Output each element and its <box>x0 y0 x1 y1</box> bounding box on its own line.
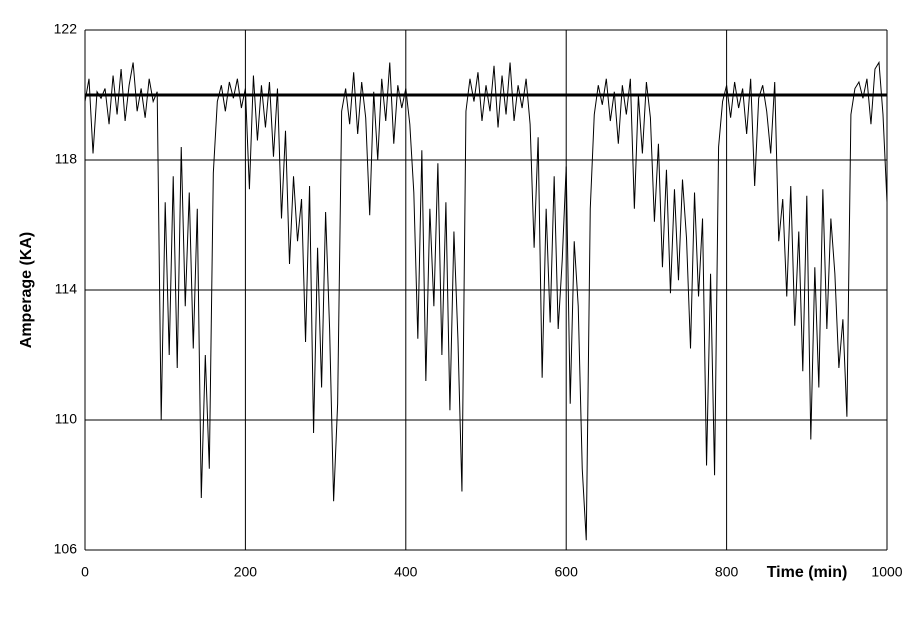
y-tick-label: 106 <box>54 541 78 557</box>
x-tick-label: 1000 <box>871 564 902 580</box>
x-axis-title: Time (min) <box>767 564 848 581</box>
x-tick-label: 200 <box>234 564 258 580</box>
y-tick-label: 122 <box>54 21 78 37</box>
y-tick-label: 110 <box>55 411 78 427</box>
y-tick-label: 114 <box>55 281 78 297</box>
x-tick-label: 800 <box>715 564 739 580</box>
series-line <box>84 60 888 541</box>
y-tick-label: 118 <box>55 151 78 167</box>
x-tick-label: 400 <box>394 564 418 580</box>
x-tick-label: 600 <box>555 564 579 580</box>
x-tick-label: 0 <box>81 564 89 580</box>
y-axis-title: Amperage (KA) <box>18 232 35 348</box>
